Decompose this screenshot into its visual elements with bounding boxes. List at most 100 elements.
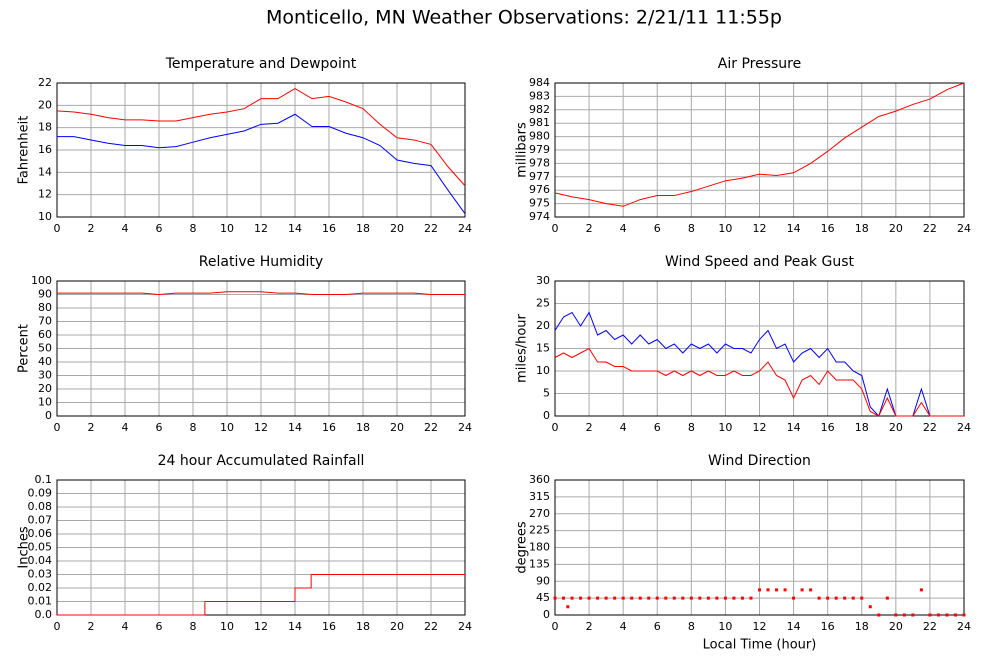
x-tick-label: 24 xyxy=(458,620,472,633)
data-point xyxy=(596,596,600,600)
y-tick-label: 979 xyxy=(529,143,550,156)
x-tick-label: 12 xyxy=(254,620,268,633)
data-point xyxy=(936,613,940,617)
data-point xyxy=(732,596,736,600)
x-tick-label: 6 xyxy=(654,222,661,235)
y-tick-label: 50 xyxy=(38,342,52,355)
x-tick-label: 22 xyxy=(424,620,438,633)
data-point xyxy=(792,596,796,600)
y-tick-label: 45 xyxy=(536,591,550,604)
chart-title: Relative Humidity xyxy=(199,254,323,270)
data-point xyxy=(843,596,847,600)
y-tick-label: 0.07 xyxy=(28,514,53,527)
x-tick-label: 6 xyxy=(156,222,163,235)
y-tick-label: 20 xyxy=(38,98,52,111)
y-tick-label: 20 xyxy=(536,319,550,332)
data-point xyxy=(647,596,651,600)
y-tick-label: 20 xyxy=(38,382,52,395)
x-tick-label: 10 xyxy=(718,421,732,434)
data-point xyxy=(672,596,676,600)
x-tick-label: 20 xyxy=(390,421,404,434)
chart-title: Air Pressure xyxy=(718,56,801,72)
data-line xyxy=(554,82,965,207)
data-point xyxy=(587,596,591,600)
x-tick-label: 16 xyxy=(322,222,336,235)
plot-frame xyxy=(56,479,466,616)
x-tick-label: 12 xyxy=(254,222,268,235)
y-tick-label: 974 xyxy=(529,210,550,223)
data-point xyxy=(851,596,855,600)
data-point xyxy=(919,588,923,592)
x-tick-label: 18 xyxy=(855,421,869,434)
y-axis-label: Inches xyxy=(17,526,32,568)
y-tick-label: 14 xyxy=(38,165,52,178)
x-tick-label: 12 xyxy=(753,620,767,633)
y-tick-label: 984 xyxy=(529,76,550,89)
y-tick-label: 225 xyxy=(529,524,550,537)
y-tick-label: 0.1 xyxy=(35,473,53,486)
data-point xyxy=(638,596,642,600)
x-tick-label: 4 xyxy=(122,421,129,434)
data-point xyxy=(834,596,838,600)
y-axis-label: degrees xyxy=(515,521,530,574)
y-axis-label: miles/hour xyxy=(515,313,530,382)
y-tick-label: 80 xyxy=(38,301,52,314)
plot-frame xyxy=(554,280,965,417)
plot-frame xyxy=(554,82,965,218)
x-tick-label: 8 xyxy=(688,620,695,633)
x-tick-label: 4 xyxy=(122,620,129,633)
x-tick-label: 14 xyxy=(787,421,801,434)
x-tick-label: 8 xyxy=(688,222,695,235)
y-tick-label: 0.09 xyxy=(28,487,53,500)
x-tick-label: 2 xyxy=(88,620,95,633)
y-tick-label: 0.03 xyxy=(28,568,53,581)
data-point xyxy=(775,588,779,592)
y-tick-label: 22 xyxy=(38,76,52,89)
y-tick-label: 135 xyxy=(529,557,550,570)
y-tick-label: 25 xyxy=(536,297,550,310)
x-tick-label: 6 xyxy=(654,620,661,633)
data-point xyxy=(723,596,727,600)
plot-frame xyxy=(56,82,466,218)
x-tick-label: 12 xyxy=(254,421,268,434)
data-point xyxy=(911,613,915,617)
x-tick-label: 18 xyxy=(855,222,869,235)
x-tick-label: 18 xyxy=(356,620,370,633)
x-tick-label: 0 xyxy=(552,421,559,434)
x-tick-label: 20 xyxy=(889,421,903,434)
data-point xyxy=(953,613,957,617)
y-tick-label: 40 xyxy=(38,355,52,368)
x-tick-label: 10 xyxy=(718,620,732,633)
x-tick-label: 2 xyxy=(586,421,593,434)
x-tick-label: 10 xyxy=(220,620,234,633)
y-tick-label: 5 xyxy=(543,387,550,400)
data-point xyxy=(877,613,881,617)
x-tick-label: 12 xyxy=(753,421,767,434)
x-tick-label: 14 xyxy=(787,222,801,235)
y-tick-label: 100 xyxy=(31,274,52,287)
y-tick-label: 70 xyxy=(38,315,52,328)
x-tick-label: 8 xyxy=(688,421,695,434)
x-tick-label: 0 xyxy=(552,620,559,633)
plot-frame xyxy=(56,280,466,417)
data-point xyxy=(809,588,813,592)
x-tick-label: 8 xyxy=(190,421,197,434)
data-point xyxy=(902,613,906,617)
x-tick-label: 16 xyxy=(821,222,835,235)
data-point xyxy=(826,596,830,600)
y-tick-label: 16 xyxy=(38,143,52,156)
data-line xyxy=(57,291,465,296)
data-point xyxy=(783,588,787,592)
y-tick-label: 0.06 xyxy=(28,527,53,540)
x-tick-label: 10 xyxy=(220,222,234,235)
x-tick-label: 4 xyxy=(620,620,627,633)
data-line xyxy=(57,113,466,214)
data-point xyxy=(749,596,753,600)
y-tick-label: 977 xyxy=(529,170,550,183)
plot-frame xyxy=(554,479,965,616)
y-tick-label: 0.04 xyxy=(28,554,53,567)
data-point xyxy=(689,596,693,600)
data-point xyxy=(928,613,932,617)
data-point xyxy=(579,596,583,600)
x-tick-label: 22 xyxy=(424,421,438,434)
